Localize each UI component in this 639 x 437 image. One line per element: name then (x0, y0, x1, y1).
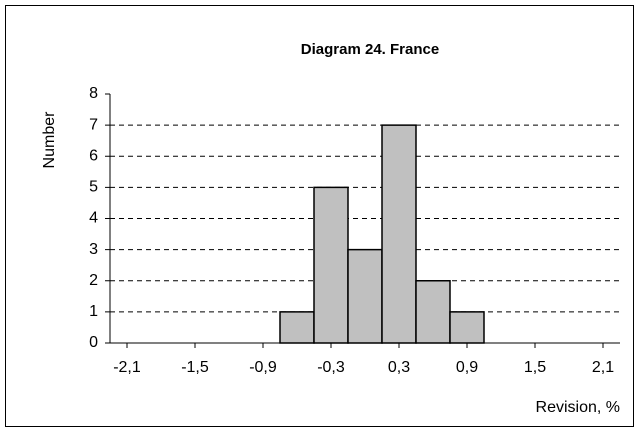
y-tick-label: 0 (89, 334, 98, 351)
y-tick-label: 6 (89, 147, 98, 164)
y-tick-label: 5 (89, 179, 98, 196)
x-tick-label: -1,5 (181, 359, 209, 376)
bar (279, 311, 315, 344)
x-tick-label: 2,1 (592, 359, 614, 376)
x-tick-label: 0,3 (388, 359, 410, 376)
x-tick-label: 1,5 (524, 359, 546, 376)
bar (415, 280, 451, 344)
y-tick-label: 2 (89, 272, 98, 289)
x-axis-title: Revision, % (536, 399, 620, 416)
y-tick-label: 3 (89, 241, 98, 258)
bar (449, 311, 485, 344)
chart-title: Diagram 24. France (301, 41, 439, 58)
bar (347, 248, 383, 344)
y-tick-label: 1 (89, 303, 98, 320)
y-tick-label: 7 (89, 116, 98, 133)
x-tick-label: -0,9 (249, 359, 277, 376)
bar (381, 124, 417, 344)
y-tick-label: 4 (89, 210, 98, 227)
x-tick-label: -0,3 (317, 359, 345, 376)
x-tick-label: 0,9 (456, 359, 478, 376)
x-tick-label: -2,1 (113, 359, 141, 376)
y-tick-label: 8 (89, 85, 98, 102)
bar (313, 186, 349, 344)
y-axis-title: Number (41, 111, 58, 169)
